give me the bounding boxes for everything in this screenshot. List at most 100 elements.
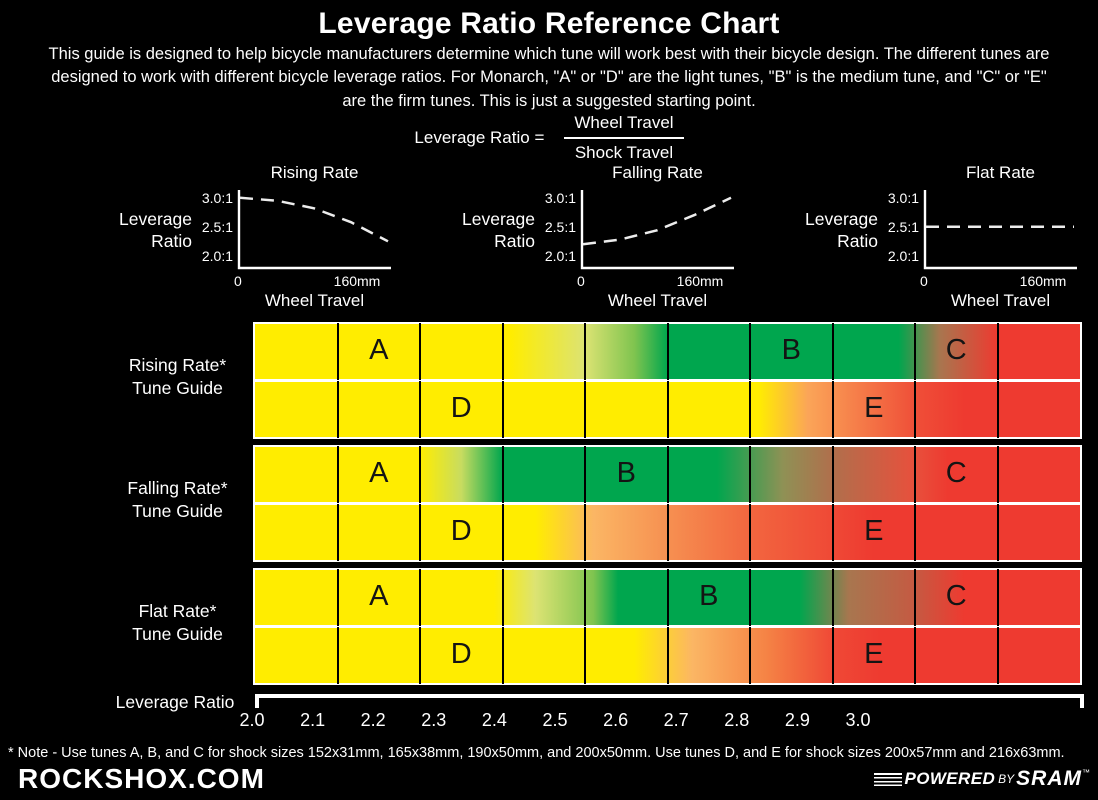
tune-letter-b: B	[616, 456, 636, 489]
segment-divider-line	[419, 569, 421, 626]
y-axis-label-line: Leverage	[805, 209, 878, 229]
tune-guide-bar: A B C	[253, 568, 1082, 627]
y-axis-label-line: Ratio	[837, 231, 878, 251]
segment-divider-line	[584, 627, 586, 684]
y-tick-label: 2.5:1	[887, 219, 919, 235]
x-axis-label: Wheel Travel	[950, 291, 1051, 310]
tune-letter-d: D	[450, 514, 472, 547]
leverage-ratio-tick: 2.5	[542, 710, 568, 730]
segment-divider-line	[996, 569, 999, 626]
segment-divider-line	[336, 323, 339, 380]
segment-divider-line	[666, 446, 669, 503]
tune-letter-d: D	[450, 391, 472, 424]
leverage-ratio-tick: 2.9	[784, 710, 810, 730]
page-title: Leverage Ratio Reference Chart	[318, 7, 780, 40]
segment-divider-line	[996, 504, 999, 561]
y-tick-label: 3.0:1	[544, 190, 576, 206]
guide-label-falling-rate: Falling Rate* Tune Guide	[105, 477, 250, 522]
segment-divider-line	[666, 627, 669, 684]
y-tick-label: 3.0:1	[201, 190, 233, 206]
mini-chart-plot	[237, 190, 391, 270]
segment-divider-line	[336, 504, 339, 561]
guide-label-line: Tune Guide	[132, 377, 223, 398]
leverage-ratio-tick: 2.3	[421, 710, 447, 730]
x-tick-zero: 0	[577, 273, 585, 289]
sram-brand-text: SRAM	[1016, 767, 1082, 790]
segment-divider-line	[666, 569, 669, 626]
segment-divider-line	[584, 446, 586, 503]
segment-divider-line	[501, 323, 504, 380]
tune-letter-e: E	[864, 514, 884, 547]
tune-letter-b: B	[781, 333, 801, 366]
leverage-ratio-formula: Leverage Ratio = Wheel Travel Shock Trav…	[0, 113, 1098, 163]
segment-divider-line	[831, 569, 834, 626]
segment-divider-line	[831, 446, 834, 503]
segment-divider-line	[831, 627, 834, 684]
axes-lines	[237, 190, 391, 270]
segment-divider-line	[996, 323, 999, 380]
y-tick-label: 2.0:1	[201, 248, 233, 264]
y-axis-label-line: Leverage	[119, 209, 192, 229]
segment-divider-line	[749, 446, 751, 503]
segment-divider-line	[336, 569, 339, 626]
speed-lines-icon	[873, 772, 902, 786]
by-text: BY	[998, 772, 1015, 786]
footnote-text: * Note - Use tunes A, B, and C for shock…	[8, 745, 1065, 761]
axes-lines	[923, 190, 1077, 270]
segment-divider-line	[831, 323, 834, 380]
tune-letter-d: D	[450, 637, 472, 670]
mini-chart-title: Rising Rate	[270, 163, 359, 182]
mini-chart-title: Falling Rate	[612, 163, 703, 182]
guide-label-line: Tune Guide	[132, 500, 223, 521]
mini-chart-rising-rate: Rising Rate Leverage Ratio 3.0:1 2.5:1 2.0:1 0…	[119, 163, 392, 310]
segment-divider-line	[996, 381, 999, 438]
guide-label-rising-rate: Rising Rate* Tune Guide	[105, 354, 250, 399]
segment-divider-line	[336, 381, 339, 438]
leverage-ratio-tick: 2.2	[360, 710, 386, 730]
rockshox-com-logo: ROCKSHOX.COM	[18, 763, 265, 794]
segment-divider-line	[501, 381, 504, 438]
segment-divider-line	[749, 627, 751, 684]
segment-divider-line	[749, 569, 751, 626]
y-tick-label: 2.5:1	[544, 219, 576, 235]
segment-divider-line	[749, 381, 751, 438]
y-axis-label: Leverage Ratio	[768, 208, 878, 252]
leverage-ratio-tick: 2.0	[239, 710, 265, 730]
segment-divider-line	[914, 569, 916, 626]
segment-divider-line	[831, 504, 834, 561]
segment-divider-line	[336, 446, 339, 503]
tune-letter-c: C	[945, 456, 967, 489]
segment-divider-line	[584, 323, 586, 380]
tune-letter-e: E	[864, 391, 884, 424]
segment-divider-line	[666, 323, 669, 380]
segment-divider-line	[666, 381, 669, 438]
segment-divider-line	[419, 323, 421, 380]
tune-letter-b: B	[699, 579, 719, 612]
tune-letter-a: A	[369, 456, 389, 489]
segment-divider-line	[831, 381, 834, 438]
y-axis-label-line: Ratio	[494, 231, 535, 251]
bottom-axis-bracket	[255, 694, 1084, 708]
mini-chart-flat-rate: Flat Rate Leverage Ratio 3.0:1 2.5:1 2.0:1 0 16…	[805, 163, 1078, 310]
y-axis-label-line: Leverage	[462, 209, 535, 229]
segment-divider-line	[501, 446, 504, 503]
tune-letter-c: C	[945, 579, 967, 612]
powered-text: POWERED	[904, 769, 996, 788]
powered-by-sram-logo: POWERED BY SRAM ™	[873, 767, 1090, 791]
formula-fraction: Wheel Travel Shock Travel	[564, 113, 684, 163]
mini-chart-plot	[923, 190, 1077, 270]
segment-divider-line	[501, 627, 504, 684]
segment-divider-line	[749, 323, 751, 380]
x-tick-max: 160mm	[1019, 273, 1067, 289]
axes-lines	[580, 190, 734, 270]
segment-divider-line	[336, 627, 339, 684]
y-axis-label-line: Ratio	[151, 231, 192, 251]
trademark-symbol: ™	[1082, 768, 1090, 777]
y-axis-label: Leverage Ratio	[82, 208, 192, 252]
segment-divider-line	[584, 569, 586, 626]
x-axis-label: Wheel Travel	[607, 291, 708, 310]
guide-label-line: Falling Rate*	[127, 478, 228, 498]
leverage-ratio-tick: 3.0	[845, 710, 871, 730]
